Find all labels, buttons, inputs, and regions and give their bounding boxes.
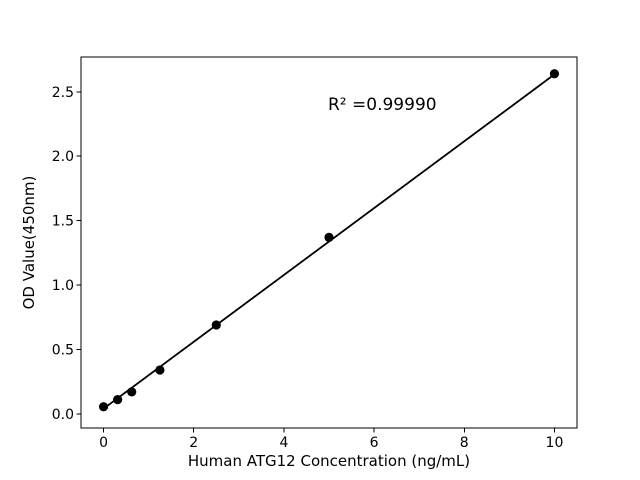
x-tick-label: 4 (279, 435, 288, 451)
y-tick-label: 1.5 (52, 214, 74, 230)
x-tick-label: 0 (99, 435, 108, 451)
y-axis-ticks: 0.0 0.5 1.0 1.5 2.0 2.5 (52, 85, 81, 423)
data-point (98, 402, 109, 412)
data-series (98, 69, 560, 412)
y-tick-label: 2.0 (52, 149, 74, 165)
r-squared-annotation: R² =0.99990 (328, 95, 437, 115)
x-tick-label: 2 (189, 435, 198, 451)
y-tick-label: 0.5 (52, 342, 74, 358)
x-tick-label: 10 (546, 435, 564, 451)
y-tick-label: 0.0 (52, 407, 74, 423)
data-point (155, 365, 165, 375)
data-point (211, 320, 221, 330)
x-axis-label: Human ATG12 Concentration (ng/mL) (188, 452, 470, 470)
y-axis-label: OD Value(450nm) (20, 176, 38, 310)
y-tick-label: 1.0 (52, 278, 74, 294)
data-point (127, 387, 137, 397)
x-axis-ticks: 0 2 4 6 8 10 (99, 428, 563, 451)
x-tick-label: 6 (370, 435, 379, 451)
data-point (549, 69, 560, 79)
plot-area-frame (80, 56, 578, 429)
data-point (324, 232, 334, 242)
x-tick-label: 8 (460, 435, 469, 451)
y-tick-label: 2.5 (52, 85, 74, 101)
data-point (113, 395, 123, 405)
